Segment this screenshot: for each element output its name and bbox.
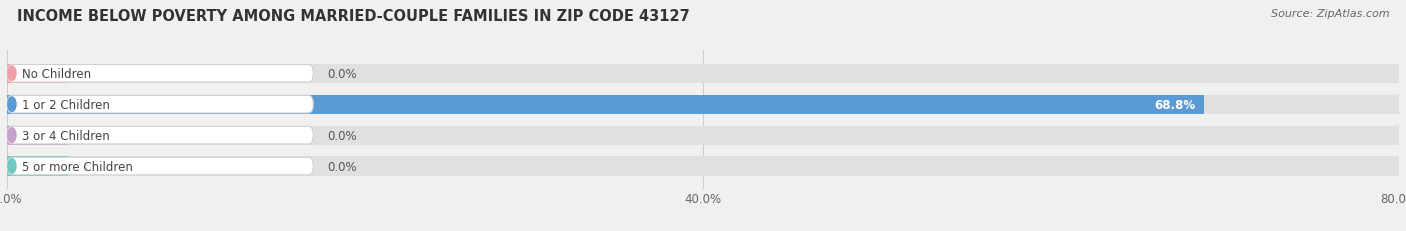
Bar xyxy=(7,64,1399,83)
Bar xyxy=(7,126,1399,145)
Text: 1 or 2 Children: 1 or 2 Children xyxy=(22,98,110,111)
FancyBboxPatch shape xyxy=(7,65,314,83)
Text: INCOME BELOW POVERTY AMONG MARRIED-COUPLE FAMILIES IN ZIP CODE 43127: INCOME BELOW POVERTY AMONG MARRIED-COUPL… xyxy=(17,9,689,24)
Text: No Children: No Children xyxy=(22,67,91,80)
Bar xyxy=(7,64,67,83)
Bar xyxy=(7,126,67,145)
FancyBboxPatch shape xyxy=(7,127,314,144)
Text: 0.0%: 0.0% xyxy=(328,67,357,80)
Text: 3 or 4 Children: 3 or 4 Children xyxy=(22,129,110,142)
FancyBboxPatch shape xyxy=(7,158,314,175)
Circle shape xyxy=(1,157,13,176)
Text: 68.8%: 68.8% xyxy=(1154,98,1195,111)
FancyBboxPatch shape xyxy=(7,96,314,113)
Circle shape xyxy=(1393,95,1405,114)
Text: 5 or more Children: 5 or more Children xyxy=(22,160,132,173)
Bar xyxy=(7,157,1399,176)
Circle shape xyxy=(1,126,13,145)
Circle shape xyxy=(8,128,15,143)
Circle shape xyxy=(8,97,15,112)
Circle shape xyxy=(1393,157,1405,176)
Bar xyxy=(7,95,1204,114)
Circle shape xyxy=(1,95,13,114)
Text: 0.0%: 0.0% xyxy=(328,129,357,142)
Bar xyxy=(7,157,67,176)
Text: Source: ZipAtlas.com: Source: ZipAtlas.com xyxy=(1271,9,1389,19)
Bar xyxy=(7,95,1399,114)
Circle shape xyxy=(8,67,15,81)
Circle shape xyxy=(1393,64,1405,83)
Text: 0.0%: 0.0% xyxy=(328,160,357,173)
Circle shape xyxy=(1,64,13,83)
Circle shape xyxy=(1393,126,1405,145)
Circle shape xyxy=(8,159,15,173)
